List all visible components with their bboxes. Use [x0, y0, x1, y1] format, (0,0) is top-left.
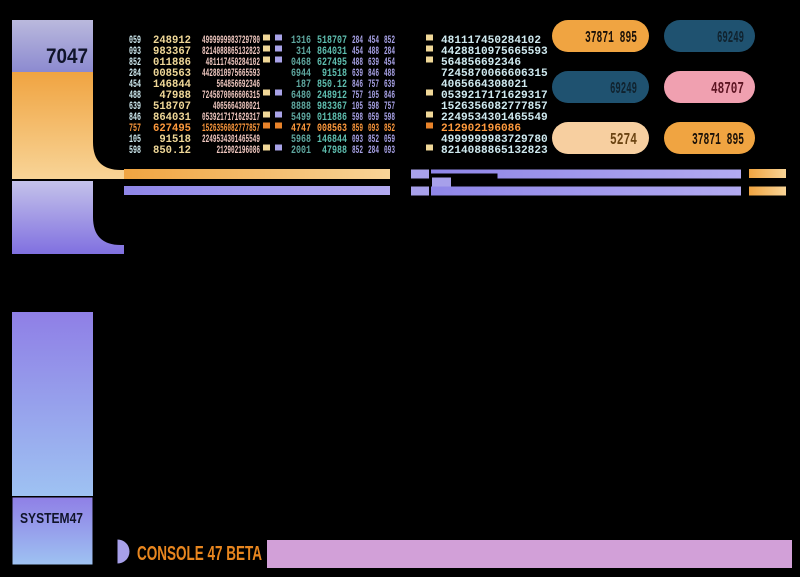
- svg-text:48707: 48707: [711, 80, 744, 99]
- svg-text:37871 895: 37871 895: [692, 131, 744, 150]
- svg-text:69249: 69249: [610, 80, 637, 99]
- svg-text:CONSOLE 47 BETA: CONSOLE 47 BETA: [137, 543, 262, 565]
- svg-text:37871 895: 37871 895: [585, 29, 637, 48]
- svg-text:SYSTEM47: SYSTEM47: [20, 510, 83, 527]
- svg-text:5274: 5274: [610, 131, 637, 150]
- svg-text:69249: 69249: [717, 29, 744, 48]
